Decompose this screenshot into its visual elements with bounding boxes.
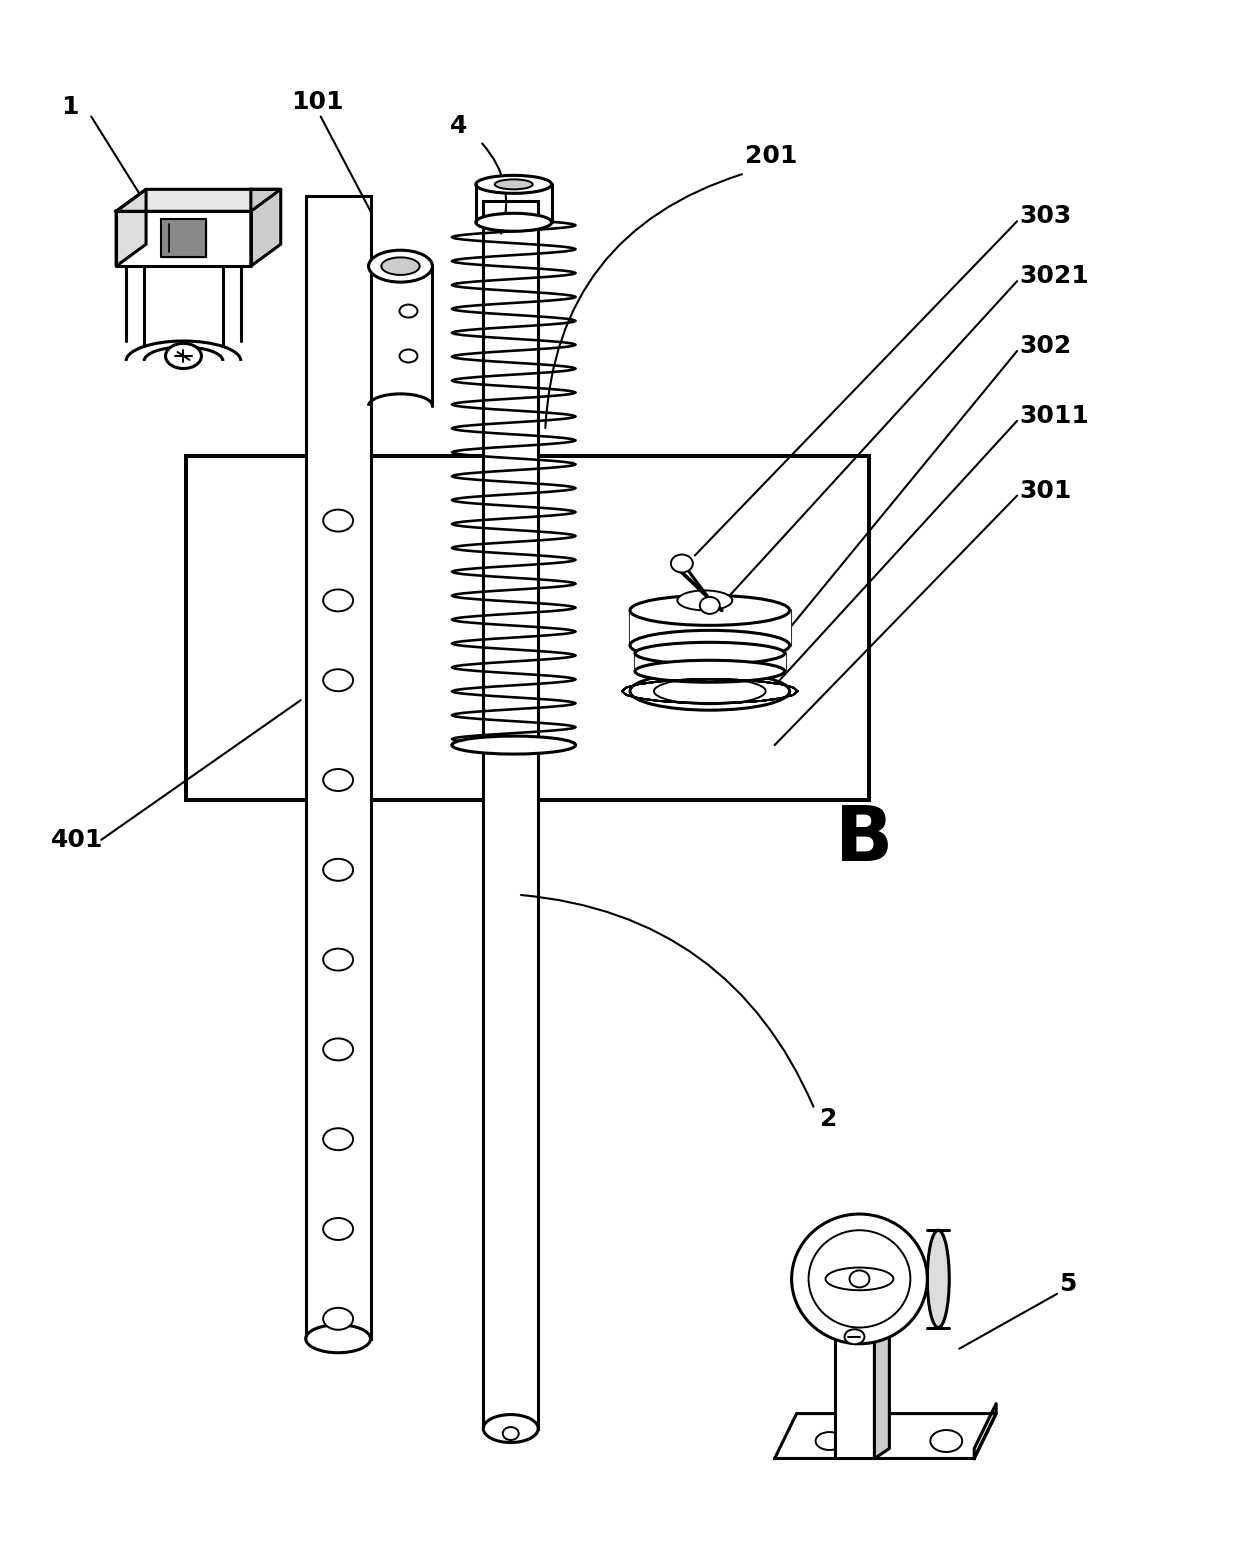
Ellipse shape [368,251,433,282]
Ellipse shape [699,597,719,614]
Polygon shape [250,190,280,266]
Text: 302: 302 [1019,334,1071,357]
Bar [306,196,371,1338]
Ellipse shape [451,736,575,754]
Ellipse shape [630,630,790,660]
Ellipse shape [382,257,419,274]
Polygon shape [630,611,790,646]
Ellipse shape [324,1218,353,1239]
Ellipse shape [324,948,353,970]
Ellipse shape [844,1329,864,1344]
Ellipse shape [826,1268,893,1290]
Text: 5: 5 [1059,1272,1076,1296]
Text: 301: 301 [1019,478,1071,503]
Polygon shape [635,653,785,671]
Text: 4: 4 [450,114,467,138]
Polygon shape [117,190,280,212]
Ellipse shape [808,1230,910,1327]
Bar [484,201,538,1429]
Ellipse shape [635,642,785,664]
Text: B: B [835,802,893,878]
Text: 3021: 3021 [1019,265,1089,288]
Polygon shape [975,1404,996,1459]
Polygon shape [874,1308,889,1459]
Ellipse shape [816,1432,843,1449]
Ellipse shape [502,1428,518,1440]
Ellipse shape [324,509,353,531]
Ellipse shape [476,213,552,232]
Ellipse shape [671,555,693,572]
Ellipse shape [324,1128,353,1150]
Ellipse shape [306,1324,371,1352]
Polygon shape [117,212,250,266]
Ellipse shape [324,589,353,611]
Polygon shape [775,1413,996,1459]
Text: 2: 2 [820,1108,837,1131]
Ellipse shape [630,595,790,625]
Ellipse shape [677,591,733,611]
Text: 3011: 3011 [1019,404,1089,428]
Ellipse shape [849,1271,869,1288]
Bar [186,456,869,801]
Ellipse shape [635,660,785,682]
Text: 1: 1 [61,94,79,119]
Ellipse shape [324,859,353,881]
Ellipse shape [324,769,353,791]
Ellipse shape [930,1431,962,1453]
Text: 303: 303 [1019,204,1071,229]
Ellipse shape [399,304,418,318]
Text: 401: 401 [51,827,104,852]
Ellipse shape [630,672,790,710]
Ellipse shape [324,1039,353,1061]
Ellipse shape [928,1230,950,1327]
Bar [835,1319,874,1459]
Ellipse shape [324,669,353,691]
Ellipse shape [324,1308,353,1330]
Ellipse shape [484,1415,538,1443]
Ellipse shape [653,679,765,704]
Polygon shape [161,219,206,257]
Ellipse shape [165,343,201,368]
Text: 201: 201 [745,144,797,168]
Ellipse shape [399,349,418,362]
Polygon shape [117,190,146,266]
Ellipse shape [791,1214,928,1344]
Text: 101: 101 [290,89,343,113]
Ellipse shape [495,179,533,190]
Ellipse shape [476,176,552,193]
